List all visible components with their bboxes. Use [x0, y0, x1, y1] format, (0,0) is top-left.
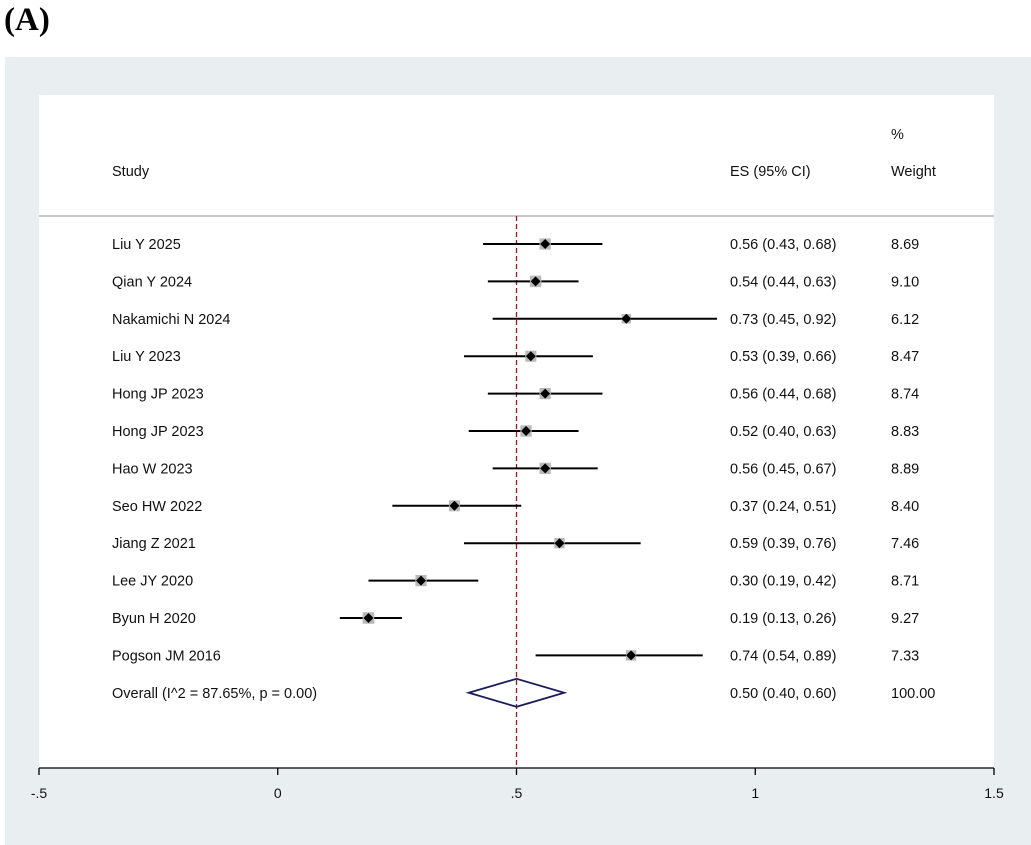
- study-row: Qian Y 2024 0.54 (0.44, 0.63) 9.10: [112, 274, 919, 290]
- point-estimate: [621, 313, 632, 324]
- study-row: Byun H 2020 0.19 (0.13, 0.26) 9.27: [112, 611, 919, 627]
- weight-label: 7.46: [891, 536, 919, 552]
- es-ci-label: 0.56 (0.43, 0.68): [730, 237, 836, 253]
- header-es: ES (95% CI): [730, 164, 811, 180]
- point-estimate: [626, 650, 637, 661]
- study-row: Liu Y 2025 0.56 (0.43, 0.68) 8.69: [112, 237, 919, 253]
- weight-label: 8.83: [891, 424, 919, 440]
- es-ci-label: 0.54 (0.44, 0.63): [730, 274, 836, 290]
- overall-label: Overall (I^2 = 87.65%, p = 0.00): [112, 686, 317, 702]
- study-name: Qian Y 2024: [112, 274, 192, 290]
- study-name: Hao W 2023: [112, 461, 193, 477]
- header-weight-percent: %: [891, 127, 904, 143]
- overall-es-ci-label: 0.50 (0.40, 0.60): [730, 686, 836, 702]
- x-tick-label: 1.5: [984, 785, 1004, 801]
- es-ci-label: 0.73 (0.45, 0.92): [730, 312, 836, 328]
- weight-label: 8.71: [891, 574, 919, 590]
- point-estimate: [521, 426, 532, 436]
- point-estimate: [416, 575, 426, 586]
- study-name: Liu Y 2023: [112, 349, 181, 365]
- es-ci-label: 0.19 (0.13, 0.26): [730, 611, 836, 627]
- x-tick-label: -.5: [31, 785, 48, 801]
- point-estimate: [540, 388, 551, 399]
- point-estimate: [540, 239, 551, 249]
- point-estimate: [530, 276, 541, 287]
- es-ci-label: 0.52 (0.40, 0.63): [730, 424, 836, 440]
- overall-weight-label: 100.00: [891, 686, 935, 702]
- weight-label: 6.12: [891, 312, 919, 328]
- es-ci-label: 0.56 (0.44, 0.68): [730, 387, 836, 403]
- es-ci-label: 0.30 (0.19, 0.42): [730, 574, 836, 590]
- weight-label: 8.69: [891, 237, 919, 253]
- panel-label: (A): [4, 2, 50, 38]
- weight-label: 8.40: [891, 499, 919, 515]
- overall-diamond: [465, 677, 568, 708]
- es-ci-label: 0.56 (0.45, 0.67): [730, 461, 836, 477]
- es-ci-label: 0.53 (0.39, 0.66): [730, 349, 836, 365]
- study-name: Byun H 2020: [112, 611, 196, 627]
- study-row: Nakamichi N 2024 0.73 (0.45, 0.92) 6.12: [112, 312, 919, 328]
- weight-label: 8.74: [891, 387, 919, 403]
- study-name: Seo HW 2022: [112, 499, 202, 515]
- study-row: Liu Y 2023 0.53 (0.39, 0.66) 8.47: [112, 349, 919, 365]
- weight-label: 9.27: [891, 611, 919, 627]
- study-row: Hong JP 2023 0.52 (0.40, 0.63) 8.83: [112, 424, 919, 440]
- weight-label: 8.47: [891, 349, 919, 365]
- es-ci-label: 0.59 (0.39, 0.76): [730, 536, 836, 552]
- header-weight: Weight: [891, 164, 936, 180]
- study-name: Lee JY 2020: [112, 574, 193, 590]
- weight-label: 7.33: [891, 648, 919, 664]
- header-study: Study: [112, 164, 150, 180]
- study-row: Hong JP 2023 0.56 (0.44, 0.68) 8.74: [112, 387, 919, 403]
- point-estimate: [554, 538, 565, 549]
- weight-label: 8.89: [891, 461, 919, 477]
- study-row: Hao W 2023 0.56 (0.45, 0.67) 8.89: [112, 461, 919, 477]
- point-estimate: [540, 463, 551, 474]
- study-row: Jiang Z 2021 0.59 (0.39, 0.76) 7.46: [112, 536, 919, 552]
- x-tick-label: 0: [274, 785, 282, 801]
- study-row: Lee JY 2020 0.30 (0.19, 0.42) 8.71: [112, 574, 919, 590]
- point-estimate: [363, 613, 374, 623]
- study-name: Pogson JM 2016: [112, 648, 221, 664]
- overall-row: Overall (I^2 = 87.65%, p = 0.00) 0.50 (0.…: [112, 677, 935, 708]
- es-ci-label: 0.74 (0.54, 0.89): [730, 648, 836, 664]
- study-row: Pogson JM 2016 0.74 (0.54, 0.89) 7.33: [112, 648, 919, 664]
- study-row: Seo HW 2022 0.37 (0.24, 0.51) 8.40: [112, 499, 919, 515]
- x-tick-label: .5: [511, 785, 523, 801]
- x-tick-label: 1: [751, 785, 759, 801]
- point-estimate: [449, 500, 460, 511]
- study-name: Hong JP 2023: [112, 424, 204, 440]
- study-name: Jiang Z 2021: [112, 536, 196, 552]
- weight-label: 9.10: [891, 274, 919, 290]
- point-estimate: [525, 351, 536, 362]
- es-ci-label: 0.37 (0.24, 0.51): [730, 499, 836, 515]
- study-name: Hong JP 2023: [112, 387, 204, 403]
- study-name: Nakamichi N 2024: [112, 312, 230, 328]
- study-name: Liu Y 2025: [112, 237, 181, 253]
